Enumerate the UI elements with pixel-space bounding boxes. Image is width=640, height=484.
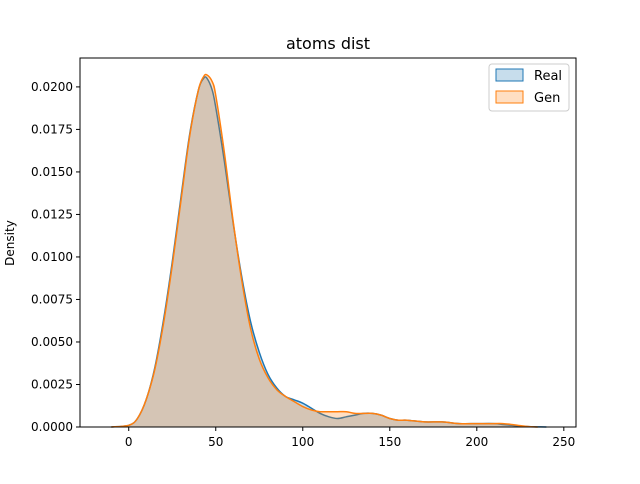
- x-axis-ticks: 0 50 100 150 200 250: [125, 427, 575, 449]
- y-tick-label: 0.0025: [31, 377, 73, 391]
- x-tick-label: 250: [552, 435, 575, 449]
- y-tick-label: 0.0175: [31, 122, 73, 136]
- legend-label-real: Real: [534, 69, 562, 84]
- series-area-real: [111, 76, 547, 428]
- y-axis-ticks: 0.0000 0.0025 0.0050 0.0075 0.0100 0.0125 0.01…: [31, 80, 80, 434]
- legend-swatch-real: [495, 68, 524, 82]
- y-tick-label: 0.0075: [31, 292, 73, 306]
- x-tick-label: 50: [208, 435, 223, 449]
- series-line-gen: [111, 73, 538, 428]
- x-tick-label: 150: [378, 435, 401, 449]
- series-area-gen: [111, 74, 538, 427]
- series-layer: [111, 73, 547, 428]
- legend: Real Gen: [488, 63, 570, 112]
- y-tick-label: 0.0100: [31, 250, 73, 264]
- legend-label-gen: Gen: [534, 91, 560, 106]
- y-tick-label: 0.0200: [31, 80, 73, 94]
- x-tick-label: 200: [465, 435, 488, 449]
- y-tick-label: 0.0150: [31, 165, 73, 179]
- legend-box: [488, 63, 570, 112]
- y-axis-label: Density: [3, 220, 17, 266]
- y-tick-label: 0.0000: [31, 420, 73, 434]
- x-tick-label: 100: [291, 435, 314, 449]
- chart-title: atoms dist: [286, 34, 370, 53]
- y-tick-label: 0.0125: [31, 207, 73, 221]
- legend-swatch-gen: [495, 90, 524, 104]
- x-tick-label: 0: [125, 435, 133, 449]
- plot-frame: [79, 57, 577, 428]
- y-tick-label: 0.0050: [31, 335, 73, 349]
